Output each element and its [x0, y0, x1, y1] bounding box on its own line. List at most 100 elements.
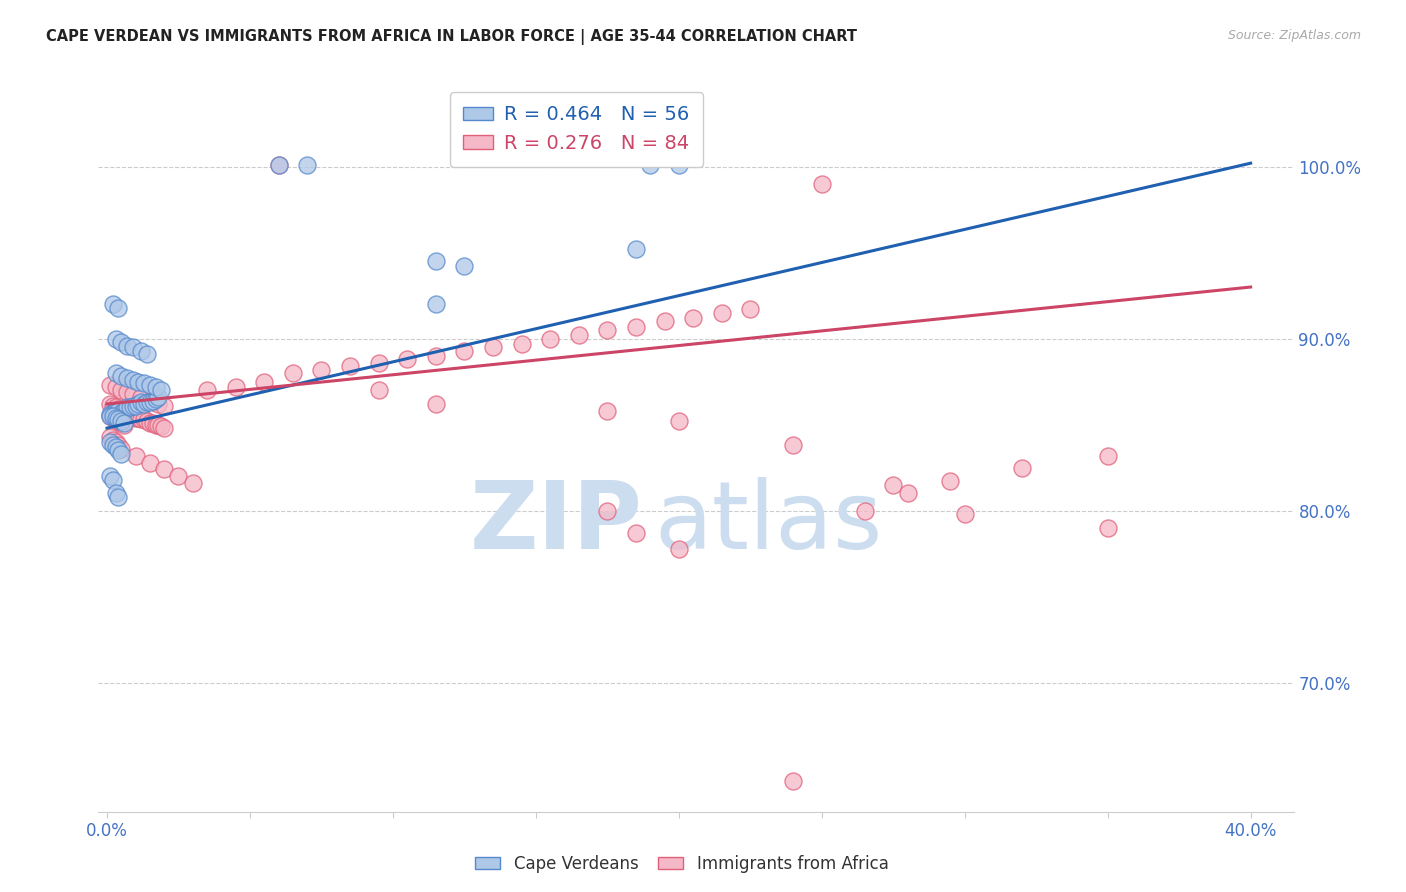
Cape Verdeans — [124, 399, 146, 413]
Immigrants from Africa — [115, 407, 138, 421]
Immigrants from Africa — [225, 380, 247, 394]
Immigrants from Africa — [953, 507, 976, 521]
Immigrants from Africa — [101, 399, 124, 413]
Cape Verdeans — [425, 254, 447, 268]
Immigrants from Africa — [311, 362, 333, 376]
Immigrants from Africa — [624, 526, 647, 541]
Immigrants from Africa — [121, 386, 143, 401]
Immigrants from Africa — [98, 409, 121, 423]
Cape Verdeans — [127, 375, 149, 389]
Immigrants from Africa — [107, 438, 129, 452]
Cape Verdeans — [110, 414, 132, 428]
Immigrants from Africa — [425, 397, 447, 411]
Cape Verdeans — [131, 343, 153, 358]
Immigrants from Africa — [139, 416, 162, 430]
Immigrants from Africa — [510, 336, 533, 351]
Cape Verdeans — [110, 334, 132, 349]
Cape Verdeans — [624, 242, 647, 256]
Text: CAPE VERDEAN VS IMMIGRANTS FROM AFRICA IN LABOR FORCE | AGE 35-44 CORRELATION CH: CAPE VERDEAN VS IMMIGRANTS FROM AFRICA I… — [46, 29, 858, 45]
Cape Verdeans — [98, 409, 121, 423]
Immigrants from Africa — [131, 390, 153, 404]
Cape Verdeans — [104, 332, 127, 346]
Cape Verdeans — [134, 376, 156, 391]
Immigrants from Africa — [339, 359, 361, 373]
Immigrants from Africa — [110, 404, 132, 418]
Cape Verdeans — [110, 447, 132, 461]
Immigrants from Africa — [110, 442, 132, 456]
Immigrants from Africa — [98, 397, 121, 411]
Cape Verdeans — [139, 378, 162, 392]
Immigrants from Africa — [596, 503, 619, 517]
Cape Verdeans — [104, 366, 127, 380]
Cape Verdeans — [134, 397, 156, 411]
Cape Verdeans — [150, 383, 173, 397]
Immigrants from Africa — [139, 455, 162, 469]
Immigrants from Africa — [453, 343, 475, 358]
Immigrants from Africa — [145, 417, 167, 432]
Immigrants from Africa — [98, 378, 121, 392]
Immigrants from Africa — [782, 438, 804, 452]
Immigrants from Africa — [153, 462, 176, 476]
Immigrants from Africa — [195, 383, 218, 397]
Immigrants from Africa — [668, 541, 690, 556]
Immigrants from Africa — [104, 380, 127, 394]
Immigrants from Africa — [127, 410, 149, 425]
Immigrants from Africa — [253, 375, 276, 389]
Cape Verdeans — [142, 393, 165, 408]
Cape Verdeans — [98, 407, 121, 421]
Cape Verdeans — [104, 440, 127, 454]
Immigrants from Africa — [110, 383, 132, 397]
Cape Verdeans — [145, 392, 167, 406]
Cape Verdeans — [107, 412, 129, 426]
Cape Verdeans — [101, 438, 124, 452]
Cape Verdeans — [98, 434, 121, 449]
Cape Verdeans — [127, 397, 149, 411]
Immigrants from Africa — [654, 314, 676, 328]
Cape Verdeans — [121, 340, 143, 354]
Cape Verdeans — [107, 404, 129, 418]
Cape Verdeans — [112, 416, 135, 430]
Cape Verdeans — [101, 409, 124, 423]
Cape Verdeans — [118, 401, 141, 415]
Immigrants from Africa — [367, 356, 389, 370]
Immigrants from Africa — [134, 412, 156, 426]
Text: atlas: atlas — [654, 476, 883, 569]
Immigrants from Africa — [482, 340, 505, 354]
Cape Verdeans — [107, 301, 129, 315]
Cape Verdeans — [121, 373, 143, 387]
Cape Verdeans — [110, 406, 132, 420]
Immigrants from Africa — [153, 399, 176, 413]
Cape Verdeans — [110, 369, 132, 384]
Immigrants from Africa — [148, 417, 170, 432]
Cape Verdeans — [101, 297, 124, 311]
Cape Verdeans — [267, 158, 290, 172]
Immigrants from Africa — [104, 434, 127, 449]
Cape Verdeans — [121, 399, 143, 413]
Immigrants from Africa — [121, 409, 143, 423]
Immigrants from Africa — [150, 419, 173, 434]
Immigrants from Africa — [148, 397, 170, 411]
Immigrants from Africa — [1011, 460, 1033, 475]
Immigrants from Africa — [104, 401, 127, 415]
Immigrants from Africa — [110, 416, 132, 430]
Immigrants from Africa — [112, 417, 135, 432]
Immigrants from Africa — [882, 478, 904, 492]
Immigrants from Africa — [538, 332, 561, 346]
Immigrants from Africa — [682, 310, 704, 325]
Cape Verdeans — [107, 443, 129, 458]
Immigrants from Africa — [167, 469, 190, 483]
Cape Verdeans — [112, 404, 135, 418]
Cape Verdeans — [115, 338, 138, 352]
Immigrants from Africa — [939, 475, 962, 489]
Immigrants from Africa — [425, 349, 447, 363]
Cape Verdeans — [107, 490, 129, 504]
Cape Verdeans — [136, 347, 159, 361]
Immigrants from Africa — [112, 406, 135, 420]
Immigrants from Africa — [118, 407, 141, 421]
Immigrants from Africa — [101, 433, 124, 447]
Cape Verdeans — [98, 469, 121, 483]
Immigrants from Africa — [367, 383, 389, 397]
Immigrants from Africa — [104, 412, 127, 426]
Immigrants from Africa — [124, 449, 146, 463]
Legend: R = 0.464   N = 56, R = 0.276   N = 84: R = 0.464 N = 56, R = 0.276 N = 84 — [450, 92, 703, 167]
